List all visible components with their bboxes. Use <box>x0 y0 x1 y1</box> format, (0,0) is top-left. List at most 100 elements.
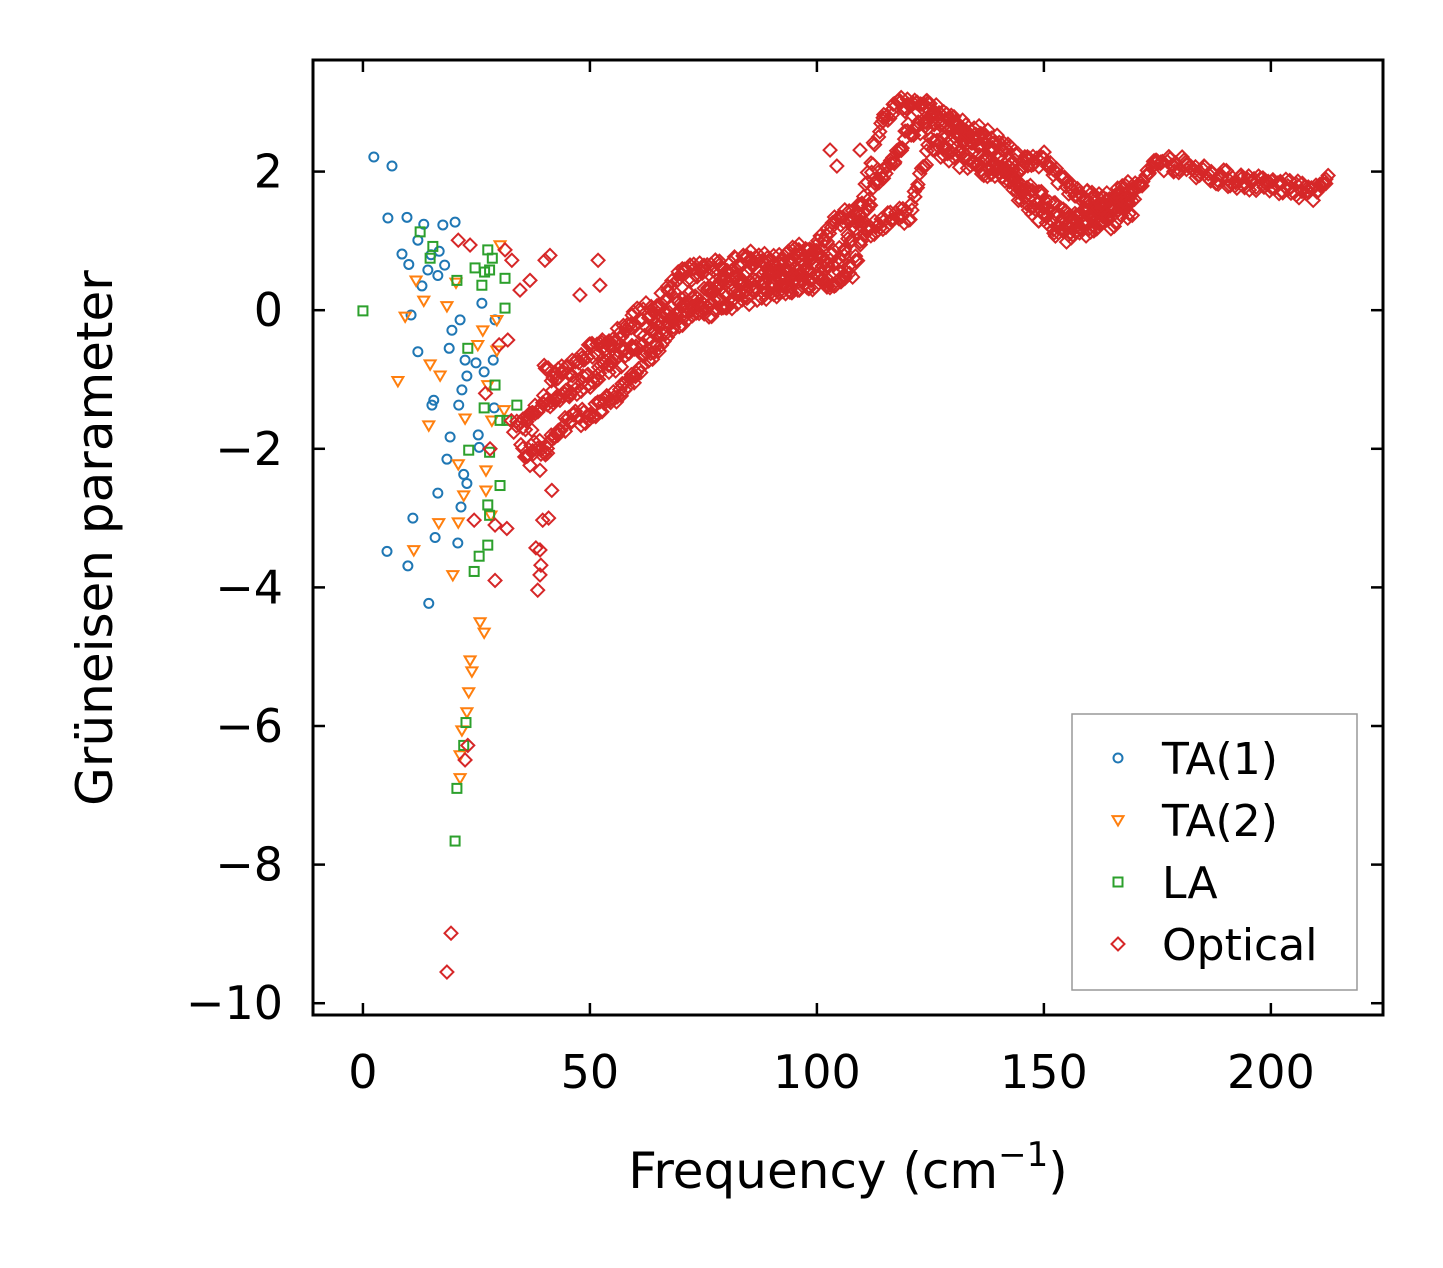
data-point <box>844 269 861 285</box>
data-point <box>918 156 935 173</box>
data-point <box>478 366 490 378</box>
data-point <box>836 243 853 260</box>
data-point <box>443 342 455 354</box>
y-tick-label: −4 <box>215 560 283 614</box>
data-point <box>452 537 464 549</box>
legend-label: TA(2) <box>1161 796 1278 847</box>
data-point <box>1320 167 1337 184</box>
data-point <box>787 240 804 257</box>
x-axis-label: Frequency (cm−1) <box>628 1135 1068 1200</box>
data-point <box>781 252 798 268</box>
data-point <box>536 357 553 374</box>
data-point <box>439 964 455 980</box>
data-point <box>527 539 544 556</box>
y-axis-label: Grüneisen parameter <box>66 270 124 806</box>
x-axis-label-main: Frequency (cm <box>628 1142 998 1200</box>
data-point <box>469 262 481 274</box>
data-point <box>476 297 488 309</box>
data-point <box>491 336 508 353</box>
data-point <box>988 158 1005 175</box>
data-point <box>900 96 917 113</box>
data-point <box>907 188 923 205</box>
data-point <box>724 300 740 317</box>
data-point <box>486 252 498 264</box>
data-point <box>503 252 520 269</box>
data-point <box>497 241 513 258</box>
data-point <box>422 359 438 372</box>
data-point <box>412 346 424 358</box>
data-point <box>694 300 711 317</box>
data-point <box>854 197 871 214</box>
x-tick-label: 200 <box>1227 1045 1315 1099</box>
data-point <box>661 316 678 333</box>
data-marks <box>357 89 1337 980</box>
data-point <box>562 366 578 383</box>
data-point <box>451 782 463 794</box>
data-point <box>1018 188 1035 204</box>
data-point <box>478 402 490 414</box>
legend-marker-square-icon <box>1112 876 1124 888</box>
data-point <box>476 279 488 291</box>
data-point <box>1166 162 1183 179</box>
data-point <box>461 370 473 382</box>
data-point <box>402 560 414 572</box>
data-point <box>875 170 892 187</box>
data-point <box>800 280 817 297</box>
data-point <box>489 379 501 391</box>
data-point <box>653 296 670 312</box>
data-point <box>487 572 503 589</box>
data-point <box>473 441 485 453</box>
data-point <box>823 246 840 263</box>
data-point <box>590 252 607 269</box>
data-point <box>600 357 617 374</box>
data-point <box>523 422 540 438</box>
data-point <box>482 499 494 511</box>
data-point <box>832 217 849 234</box>
data-point <box>568 364 585 380</box>
data-point <box>416 295 432 308</box>
data-point <box>403 258 415 270</box>
data-point <box>617 382 633 399</box>
data-point <box>473 550 485 562</box>
data-point <box>1248 182 1265 199</box>
data-point <box>405 309 417 321</box>
x-tick-label: 0 <box>348 1045 377 1099</box>
data-point <box>496 405 512 418</box>
data-point <box>570 354 587 371</box>
y-tick-label: 0 <box>254 283 283 337</box>
legend-entry: LA <box>1112 858 1218 909</box>
data-point <box>489 315 505 328</box>
data-point <box>1085 199 1102 216</box>
data-point <box>666 283 683 300</box>
data-point <box>865 156 881 173</box>
data-point <box>466 512 483 529</box>
data-point <box>615 317 632 334</box>
y-tick-label: −6 <box>215 699 283 753</box>
data-point <box>1025 198 1042 215</box>
legend-marker-circle-icon <box>1112 752 1124 764</box>
data-point <box>630 360 647 377</box>
data-point <box>406 545 422 558</box>
data-point <box>396 248 408 260</box>
legend-label: LA <box>1162 858 1218 909</box>
data-point <box>674 317 691 334</box>
data-point <box>452 773 468 786</box>
data-point <box>494 480 506 492</box>
data-point <box>470 339 486 353</box>
data-point <box>459 707 475 720</box>
data-point <box>568 386 585 403</box>
data-point <box>451 274 463 286</box>
data-point <box>679 312 696 328</box>
data-point <box>719 263 736 280</box>
data-point <box>431 518 446 531</box>
data-point <box>711 253 728 270</box>
data-point <box>634 358 651 374</box>
data-point <box>1098 185 1115 201</box>
data-point <box>461 687 476 700</box>
data-point <box>1317 171 1334 188</box>
data-point <box>1196 158 1213 175</box>
data-point <box>819 233 836 250</box>
data-point <box>532 557 549 574</box>
data-point <box>441 453 453 465</box>
x-tick-label: 100 <box>773 1045 861 1099</box>
